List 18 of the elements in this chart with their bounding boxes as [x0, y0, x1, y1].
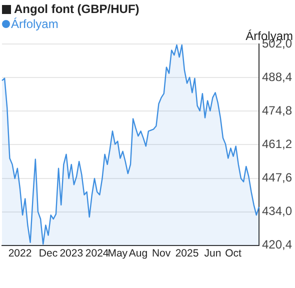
x-tick-label: May [108, 248, 128, 260]
x-tick-label: Nov [152, 248, 172, 260]
chart-title: Angol font (GBP/HUF) [14, 2, 140, 16]
y-tick-label: 420,4 [262, 238, 292, 252]
y-tick-label: 474,8 [262, 103, 292, 118]
x-tick-label: 2025 [175, 248, 199, 260]
x-tick-label: Jun [204, 248, 222, 260]
y-tick-label: 461,2 [262, 137, 292, 152]
x-tick-label: Oct [225, 248, 242, 260]
x-tick-label: Dec [38, 248, 58, 260]
x-tick-label: 2023 [60, 248, 84, 260]
y-tick-label: 434,0 [262, 204, 292, 218]
x-tick-label: 2024 [85, 248, 109, 260]
legend-label: Árfolyam [11, 17, 58, 31]
x-tick-label: Aug [128, 248, 148, 260]
y-tick-label: 488,4 [262, 70, 292, 84]
x-tick-label: 2022 [8, 248, 32, 260]
y-tick-label: 447,6 [262, 170, 292, 185]
